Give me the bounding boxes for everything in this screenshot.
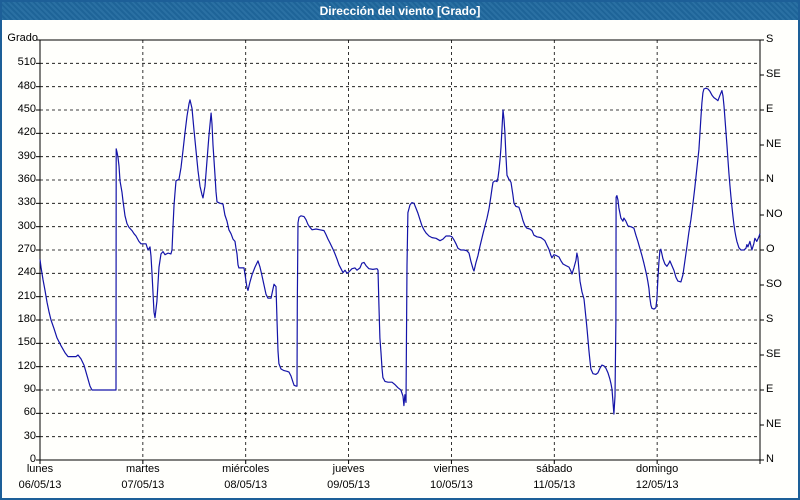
y-axis-unit-label: Grado [7, 32, 38, 44]
x-axis-day-label: viernes [433, 463, 470, 475]
y-right-compass-label: SE [766, 68, 781, 80]
x-axis-day-label: martes [126, 463, 160, 475]
x-axis-date-label: 06/05/13 [18, 479, 62, 491]
y-right-compass-label: S [766, 313, 774, 325]
y-left-tick-label: 120 [17, 359, 36, 372]
y-left-tick-label: 0 [29, 453, 36, 465]
y-left-tick-label: 390 [17, 149, 36, 162]
y-left-tick-label: 90 [23, 383, 36, 395]
x-axis-date-label: 10/05/13 [430, 479, 473, 491]
x-axis-date-label: 12/05/13 [635, 479, 679, 491]
y-right-compass-label: N [766, 173, 774, 185]
y-left-tick-label: 240 [17, 266, 36, 279]
y-right-compass-label: NE [766, 138, 782, 150]
y-left-tick-label: 480 [17, 79, 36, 92]
x-axis-date-label: 11/05/13 [533, 479, 576, 491]
y-right-compass-label: E [766, 103, 774, 115]
y-left-tick-label: 420 [17, 126, 36, 139]
y-left-tick-label: 270 [17, 243, 36, 255]
y-right-compass-label: SE [766, 348, 781, 360]
y-left-tick-label: 60 [23, 406, 36, 419]
x-axis-day-label: domingo [636, 463, 679, 475]
x-axis-date-label: 09/05/13 [327, 479, 370, 491]
x-axis-day-label: sábado [536, 463, 573, 475]
y-right-compass-label: NE [766, 418, 782, 430]
y-right-compass-label: NO [766, 208, 783, 220]
window-title: Dirección del viento [Grado] [2, 2, 798, 20]
y-right-compass-label: N [766, 453, 774, 465]
y-right-compass-label: O [766, 243, 775, 255]
x-axis-day-label: jueves [332, 463, 365, 475]
y-right-compass-label: E [766, 383, 774, 395]
y-left-tick-label: 300 [17, 219, 36, 232]
y-left-tick-label: 360 [17, 173, 36, 185]
y-left-tick-label: 30 [23, 429, 36, 442]
wind-direction-line [39, 87, 761, 415]
x-axis-day-label: lunes [26, 463, 54, 475]
y-left-tick-label: 450 [17, 103, 36, 115]
y-left-tick-label: 150 [17, 336, 36, 349]
x-axis-date-label: 07/05/13 [121, 479, 165, 491]
y-left-tick-label: 330 [17, 196, 36, 209]
y-right-compass-label: SO [766, 278, 782, 290]
y-left-tick-label: 180 [17, 313, 36, 325]
y-left-tick-label: 210 [17, 289, 36, 302]
plot-border [39, 39, 761, 461]
x-axis-date-label: 08/05/13 [224, 479, 268, 491]
y-right-compass-label: S [766, 33, 774, 45]
wind-direction-chart [36, 39, 764, 464]
y-left-tick-label: 510 [17, 56, 36, 69]
plot-area [36, 39, 764, 464]
x-axis-day-label: miércoles [222, 463, 270, 475]
